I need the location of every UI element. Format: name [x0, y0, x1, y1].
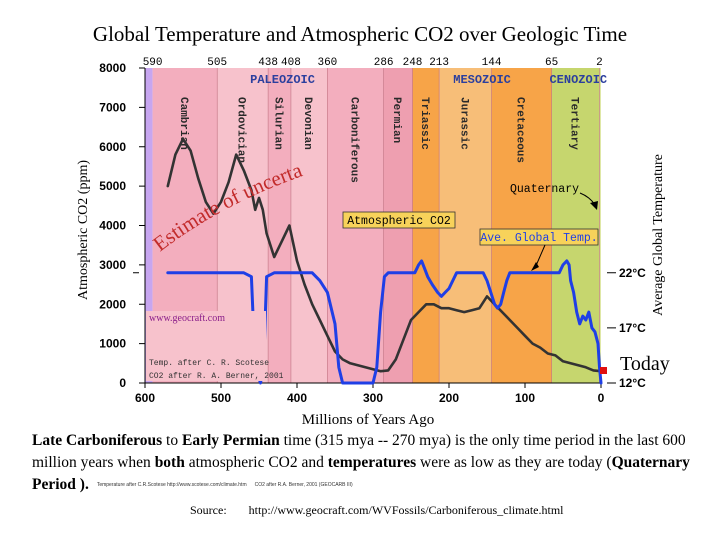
quaternary-band [599, 68, 601, 383]
top-boundary-label: 590 [143, 57, 163, 69]
x-tick-label: 600 [135, 391, 155, 405]
top-boundary-label: 360 [317, 57, 337, 69]
caption-fine-print-1: Temperature after C.R.Scotese http://www… [96, 482, 247, 489]
period-band [551, 68, 600, 383]
source-url[interactable]: http://www.geocraft.com/WVFossils/Carbon… [248, 503, 564, 517]
era-label: MESOZOIC [453, 73, 511, 87]
y-tick-label: 3000 [99, 258, 126, 272]
x-tick-label: 200 [439, 391, 459, 405]
x-tick-label: 400 [287, 391, 307, 405]
caption-bold-3: both [154, 454, 185, 471]
caption-fine-print-2: CO2 after R.A. Berner, 2001 (GEOCARB III… [254, 482, 353, 489]
top-boundary-label: 286 [374, 57, 394, 69]
y-axis-title-right: Average Global Temperature [651, 154, 666, 316]
period-label: Triassic [418, 97, 430, 150]
temp-tick-label: 22°C [619, 266, 646, 280]
today-marker [600, 367, 607, 374]
temp-label: Ave. Global Temp. [480, 232, 597, 245]
credit-website: www.geocraft.com [149, 313, 225, 324]
caption-text-2: time (315 mya -- 270 mya) is the only ti… [32, 432, 686, 471]
period-label: Tertiary [568, 97, 580, 150]
caption-text-4: were as low as they are today ( [416, 454, 612, 471]
era-label: CENOZOIC [549, 73, 607, 87]
top-boundary-label: 213 [429, 57, 449, 69]
temp-label-box [479, 228, 599, 246]
caption-bold-2: Early Permian [181, 432, 280, 449]
credit-temperature: Temp. after C. R. Scotese [149, 359, 269, 368]
y-tick-label: 7000 [99, 100, 126, 114]
caption-bold-5: Quaternary Period [32, 454, 690, 493]
y-tick-label: 5000 [99, 179, 126, 193]
top-boundary-label: 144 [482, 57, 502, 69]
pre-cambrian-band [145, 68, 153, 383]
y-tick-label: 4000 [99, 219, 126, 233]
y-tick-label: 6000 [99, 140, 126, 154]
period-label: Permian [390, 97, 402, 143]
caption-text-1: to [162, 432, 182, 449]
x-tick-label: 500 [211, 391, 231, 405]
top-boundary-label: 248 [403, 57, 423, 69]
co2-label-box [342, 211, 456, 229]
top-boundary-label: 505 [207, 57, 227, 69]
top-boundary-label: 408 [281, 57, 301, 69]
x-tick-label: 100 [515, 391, 535, 405]
x-tick-label: 300 [363, 391, 383, 405]
period-label: Carboniferous [348, 97, 360, 183]
credit-box [146, 311, 266, 381]
era-label: PALEOZOIC [250, 73, 315, 87]
quaternary-arrowhead [590, 201, 598, 210]
period-label: Jurassic [457, 97, 469, 150]
source-line: Source: http://www.geocraft.com/WVFossils… [190, 503, 586, 518]
y-tick-label: 8000 [99, 61, 126, 75]
caption-paragraph: Late Carboniferous to Early Permian time… [32, 430, 692, 496]
caption-text-3: atmospheric CO2 and [184, 454, 328, 471]
period-label: Cretaceous [514, 97, 526, 163]
caption-bold-4: temperatures [327, 454, 417, 471]
co2-label: Atmospheric CO2 [347, 215, 451, 228]
top-boundary-label: 65 [545, 57, 558, 69]
top-boundary-label: 2 [596, 57, 603, 69]
today-label: Today [620, 353, 670, 375]
chart-canvas: Cambrian Ordovician Silurian Devonian Carbon… [0, 0, 670, 428]
y-tick-label: 2000 [99, 297, 126, 311]
temperature-series-line [166, 259, 603, 385]
co2-series-line [166, 137, 603, 373]
source-label: Source: [190, 503, 227, 517]
period-label: Ordovician [235, 97, 247, 163]
caption-text-5: ). [75, 476, 89, 493]
temp-label-arrowhead [531, 262, 539, 271]
y-tick-label: 0 [119, 376, 126, 390]
period-label: Silurian [272, 97, 284, 150]
y-tick-label: 1000 [99, 337, 126, 351]
x-axis-title: Millions of Years Ago [302, 412, 435, 428]
period-band [268, 68, 291, 383]
temp-tick-label: 17°C [619, 321, 646, 335]
top-boundary-label: 438 [258, 57, 278, 69]
period-band [290, 68, 328, 383]
chart-title: Global Temperature and Atmospheric CO2 o… [92, 22, 628, 46]
period-label: Devonian [301, 97, 313, 150]
temp-tick-label: 12°C [619, 376, 646, 390]
quaternary-label: Quaternary [510, 183, 579, 196]
caption-bold-1: Late Carboniferous [32, 432, 163, 449]
x-tick-label: 0 [598, 391, 605, 405]
credit-co2: CO2 after R. A. Berner, 2001 [149, 372, 284, 381]
y-axis-title-left: Atmospheric CO2 (ppm) [76, 160, 91, 300]
period-label: Cambrian [177, 97, 189, 150]
